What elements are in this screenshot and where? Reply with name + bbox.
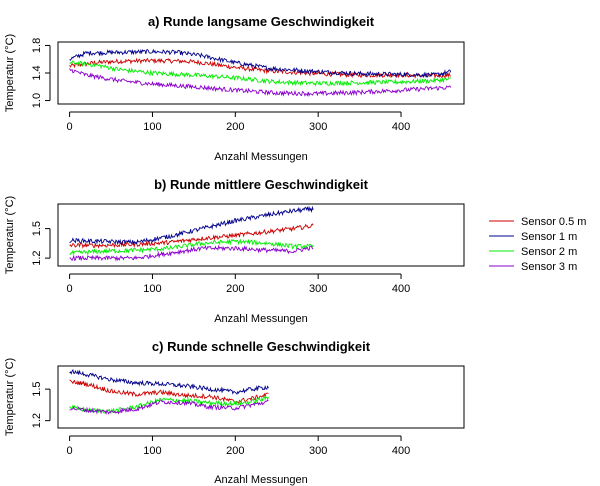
panel-c-y-tick-label: 1.2 (31, 413, 43, 428)
panel-c-x-axis: 0 100 200 300 400 (67, 435, 410, 457)
panel-a-y-tick-label: 1.0 (31, 93, 43, 108)
panel-b-x-tick-label: 400 (392, 283, 410, 295)
panel-c-x-tick-label: 0 (67, 445, 73, 457)
panel-a-x-tick-label: 400 (392, 121, 410, 133)
panel-b: b) Runde mittlere Geschwindigkeit 0 100 20… (4, 177, 465, 325)
panel-a-y-tick-label: 1.8 (31, 38, 43, 53)
panel-a-x-tick-label: 100 (143, 121, 161, 133)
panel-a-series-s3 (69, 68, 452, 98)
panel-b-x-axis: 0 100 200 300 400 (67, 273, 410, 295)
panel-b-x-tick-label: 100 (143, 283, 161, 295)
panel-a: a) Runde langsame Geschwindigkeit 0 100 20… (4, 14, 465, 163)
panel-b-xlabel: Anzahl Messungen (214, 313, 308, 325)
panel-a-x-tick-label: 300 (309, 121, 327, 133)
panel-a-y-tick-label: 1.4 (31, 65, 43, 80)
legend-label-s05: Sensor 0.5 m (521, 216, 586, 228)
panel-b-y-axis: 1.2 1.5 (31, 221, 51, 266)
panel-a-series (69, 48, 452, 98)
panel-b-x-tick-label: 300 (309, 283, 327, 295)
panel-b-x-tick-label: 0 (67, 283, 73, 295)
panel-a-series-s05 (69, 57, 452, 79)
panel-a-x-tick-label: 0 (67, 121, 73, 133)
panel-c-series (69, 369, 269, 415)
panel-c-y-axis: 1.2 1.5 (31, 381, 51, 428)
legend: Sensor 0.5 m Sensor 1 m Sensor 2 m Senso… (489, 216, 586, 273)
panel-a-box (57, 41, 465, 105)
panel-b-y-tick-label: 1.2 (31, 250, 43, 265)
panel-c-x-tick-label: 100 (143, 445, 161, 457)
panel-b-y-tick-label: 1.5 (31, 221, 43, 236)
panel-a-x-tick-label: 200 (226, 121, 244, 133)
legend-label-s1: Sensor 1 m (521, 231, 577, 243)
panel-b-box (57, 203, 465, 267)
panel-a-y-axis: 1.0 1.4 1.8 (31, 38, 51, 108)
panel-c-series-s2 (69, 396, 269, 414)
panel-b-series (69, 205, 314, 262)
panel-a-ylabel: Temperatur (°C) (4, 34, 16, 112)
panel-c-x-tick-label: 300 (309, 445, 327, 457)
panel-b-series-s05 (69, 223, 314, 249)
panel-b-series-s3 (69, 244, 314, 262)
panel-c-xlabel: Anzahl Messungen (214, 474, 308, 486)
legend-label-s3: Sensor 3 m (521, 261, 577, 273)
panel-c-series-s1 (69, 369, 269, 395)
panel-a-x-axis: 0 100 200 300 400 (67, 111, 410, 133)
legend-label-s2: Sensor 2 m (521, 246, 577, 258)
panel-a-series-s2 (69, 60, 452, 87)
panel-b-series-s2 (69, 238, 314, 256)
panel-a-title: a) Runde langsame Geschwindigkeit (148, 14, 375, 29)
panel-b-series-s1 (69, 205, 314, 246)
panel-c-series-s3 (69, 399, 269, 415)
panel-b-title: b) Runde mittlere Geschwindigkeit (154, 177, 368, 192)
panel-c-series-s05 (69, 379, 269, 404)
panel-c-x-tick-label: 200 (226, 445, 244, 457)
panel-c-ylabel: Temperatur (°C) (4, 358, 16, 436)
panel-a-xlabel: Anzahl Messungen (214, 151, 308, 163)
panel-c-y-tick-label: 1.5 (31, 381, 43, 396)
panel-c: c) Runde schnelle Geschwindigkeit 0 100 20… (4, 339, 465, 486)
panel-c-x-tick-label: 400 (392, 445, 410, 457)
panel-c-box (57, 365, 465, 429)
panel-b-ylabel: Temperatur (°C) (4, 196, 16, 274)
panel-a-series-s1 (69, 48, 452, 79)
panel-c-title: c) Runde schnelle Geschwindigkeit (152, 339, 371, 354)
panel-b-x-tick-label: 200 (226, 283, 244, 295)
